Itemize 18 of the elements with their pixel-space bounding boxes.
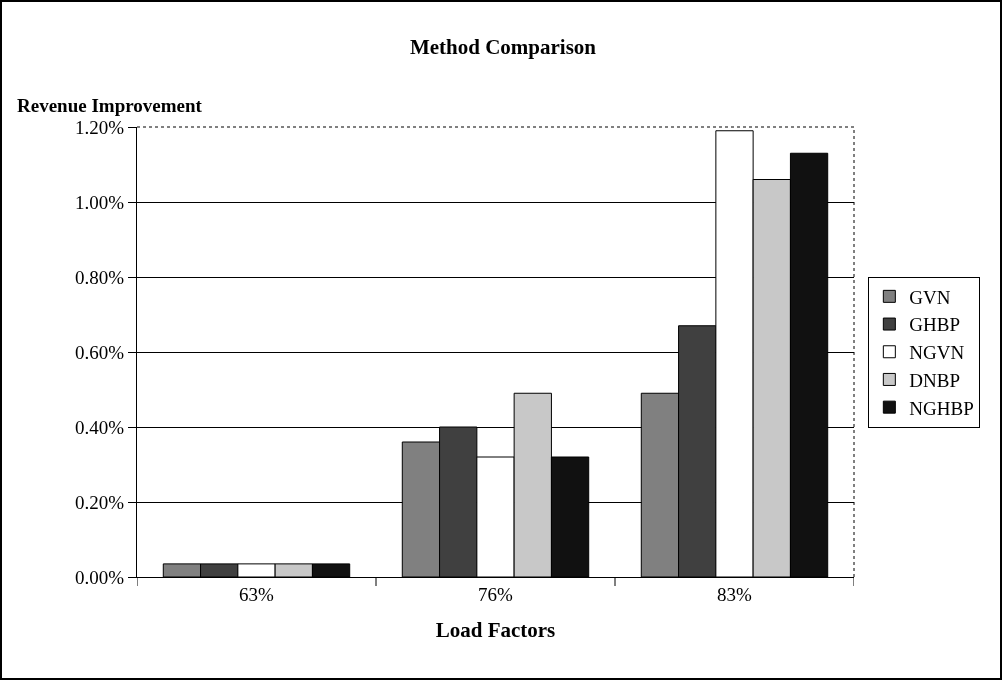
legend-label: DNBP <box>909 369 961 391</box>
x-tick-label: 83% <box>717 583 753 605</box>
y-tick-label: 0.80% <box>75 266 125 288</box>
x-tick-label: 76% <box>478 583 514 605</box>
x-axis-title: Load Factors <box>435 618 556 642</box>
x-tick-label: 63% <box>239 583 275 605</box>
y-tick-label: 1.00% <box>75 191 125 213</box>
legend-label: NGHBP <box>909 397 974 419</box>
y-tick-label: 0.20% <box>75 491 125 513</box>
y-axis-title: Revenue Improvement <box>17 95 203 116</box>
legend-label: GHBP <box>909 314 961 336</box>
y-tick-label: 0.60% <box>75 341 125 363</box>
legend-label: GVN <box>909 286 951 308</box>
y-tick-label: 0.00% <box>75 566 125 588</box>
y-tick-label: 0.40% <box>75 416 125 438</box>
y-tick-label: 1.20% <box>75 116 125 138</box>
chart-title: Method Comparison <box>409 35 597 60</box>
legend-label: NGVN <box>909 342 965 364</box>
